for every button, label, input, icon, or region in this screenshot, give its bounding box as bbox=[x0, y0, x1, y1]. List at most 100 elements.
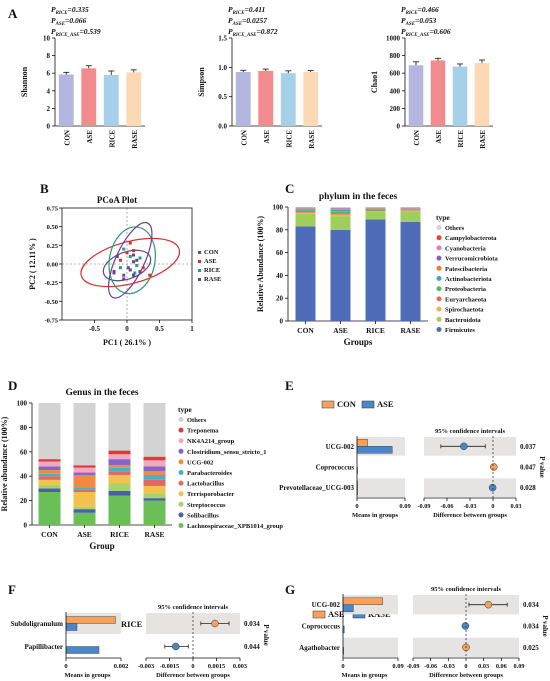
ebar-diff-tick-label-e: 0 bbox=[491, 503, 494, 510]
ebar-diff-tick-label-g: 0.09 bbox=[513, 663, 524, 670]
pcoa-legend-label: CON bbox=[204, 249, 219, 256]
pcoa-y-tick-label: 0.75 bbox=[47, 206, 59, 213]
ebar-category-e: UCG-002 bbox=[326, 443, 355, 451]
x-tick-label-a2: ASE bbox=[263, 130, 271, 144]
stats-a3-2: PRICE_ASE=0.606 bbox=[401, 27, 451, 38]
stacked-x-tick-label-c: RICE bbox=[366, 326, 385, 335]
stacked-y-tick-label-d: 0 bbox=[24, 522, 28, 530]
ebar-bar-g-ase bbox=[342, 597, 383, 605]
stacked-segment-d bbox=[38, 459, 61, 462]
stacked-legend-label-d: Treponema bbox=[187, 428, 219, 435]
stacked-segment-c bbox=[295, 207, 316, 208]
stacked-legend-marker-d bbox=[178, 501, 184, 507]
stacked-legend-label-c: Others bbox=[445, 225, 465, 232]
stacked-y-tick-label-d: 20 bbox=[20, 497, 28, 505]
stacked-legend-label-d: Clostridium_sensu_stricto_1 bbox=[187, 449, 266, 456]
stacked-segment-d bbox=[108, 403, 131, 451]
stacked-legend-marker-d bbox=[178, 448, 184, 454]
pcoa-x-tick-label: 0.5 bbox=[155, 325, 164, 333]
stacked-legend-label-c: Euryarchaeota bbox=[445, 296, 487, 303]
stacked-segment-d bbox=[143, 485, 166, 494]
stacked-legend-label-d: Others bbox=[187, 417, 207, 424]
stacked-x-label-d: Group bbox=[89, 541, 114, 551]
ebar-diff-tick-label-f: 0.0015 bbox=[208, 663, 225, 670]
y-axis-label-a3: Chao1 bbox=[370, 71, 379, 93]
stacked-legend-marker-d bbox=[178, 470, 184, 475]
ebar-means-tick-label-e: 0 bbox=[355, 503, 358, 510]
ebar-diff-point-e bbox=[488, 483, 497, 492]
ebar-bar-f-rice bbox=[65, 623, 78, 631]
ebar-diff-tick-label-g: -0.03 bbox=[442, 663, 455, 670]
stacked-legend-label-d: Solibacillus bbox=[187, 512, 219, 519]
ebar-bar-f-con bbox=[65, 616, 116, 624]
ebar-category-f: Subdoligranulum bbox=[10, 620, 63, 628]
stacked-y-tick-label-c: 60 bbox=[276, 249, 284, 257]
stacked-legend-label-d: UCG-002 bbox=[187, 459, 213, 466]
ebar-diff-point-e bbox=[490, 463, 498, 471]
ebar-ci-title-g: 95% confidence intervals bbox=[431, 586, 502, 593]
y-tick-label-a3: 400 bbox=[390, 87, 401, 95]
pcoa-ellipse-con bbox=[102, 249, 152, 282]
pcoa-point-con bbox=[132, 260, 135, 264]
ebar-bar-g-rase bbox=[342, 604, 354, 612]
pcoa-ellipse-rice bbox=[108, 226, 156, 295]
pcoa-point-rice bbox=[133, 271, 137, 275]
ebar-means-tick-label-f: 0 bbox=[64, 663, 67, 670]
ebar-means-tick-label-g: 0 bbox=[341, 663, 344, 670]
stacked-legend-marker-c bbox=[436, 306, 442, 312]
ebar-legend-label-e: ASE bbox=[377, 399, 394, 409]
stacked-legend-marker-c bbox=[436, 327, 442, 332]
ebar-category-f: Papillibacter bbox=[25, 643, 64, 651]
stacked-y-tick-label-c: 0 bbox=[280, 318, 284, 326]
x-tick-label-a1: RASE bbox=[131, 130, 139, 149]
ebar-diff-tick-label-g: -0.09 bbox=[406, 663, 419, 670]
pcoa-point-con bbox=[115, 255, 119, 259]
pcoa-point-rice bbox=[122, 247, 126, 251]
pcoa-legend-marker-rase bbox=[198, 278, 201, 281]
stacked-segment-d bbox=[73, 509, 96, 513]
stacked-segment-d bbox=[143, 466, 166, 472]
stacked-x-label-c: Groups bbox=[344, 337, 373, 347]
pcoa-point-con bbox=[138, 269, 142, 273]
ebar-diff-tick-label-g: 0.06 bbox=[496, 663, 507, 670]
ebar-p-value-g: 0.034 bbox=[523, 601, 539, 609]
stacked-segment-c bbox=[330, 213, 351, 215]
pcoa-point-ase bbox=[148, 273, 152, 277]
stats-a2-0: PRICE=0.411 bbox=[228, 5, 265, 16]
stacked-segment-d bbox=[108, 474, 131, 484]
ebar-p-value-f: 0.044 bbox=[244, 643, 260, 651]
stacked-segment-c bbox=[330, 214, 351, 217]
pcoa-y-tick-label: -0.75 bbox=[44, 318, 58, 325]
stats-a3-1: PASE=0.053 bbox=[401, 16, 436, 27]
ebar-category-e: Coprococcus bbox=[316, 464, 355, 472]
panel-label-f: F bbox=[8, 582, 16, 597]
ebar-legend-label-e: CON bbox=[337, 399, 357, 409]
stacked-segment-d bbox=[143, 479, 166, 486]
stacked-segment-c bbox=[365, 208, 386, 210]
stacked-segment-d bbox=[73, 403, 96, 466]
stacked-segment-d bbox=[38, 466, 61, 471]
stacked-legend-marker-d bbox=[178, 480, 184, 486]
ebar-diff-tick-label-f: -0.0015 bbox=[160, 663, 179, 670]
ebar-diff-tick-label-e: 0.03 bbox=[510, 503, 521, 510]
stacked-legend-marker-d bbox=[178, 438, 184, 444]
ebar-legend-label-f: RICE bbox=[121, 619, 143, 629]
ebar-category-e: Prevotellaceae_UCG-003 bbox=[279, 484, 354, 492]
stacked-segment-d bbox=[143, 474, 166, 480]
ebar-diff-point-f bbox=[211, 619, 219, 628]
pcoa-point-con bbox=[126, 266, 130, 270]
bar-a2-rase bbox=[303, 72, 319, 126]
stacked-segment-d bbox=[73, 474, 96, 488]
stacked-y-tick-label-c: 100 bbox=[273, 204, 284, 212]
stacked-x-tick-label-d: RASE bbox=[144, 530, 164, 539]
stacked-segment-c bbox=[330, 209, 351, 212]
ebar-p-label-e: P value bbox=[538, 456, 546, 478]
stacked-segment-d bbox=[38, 484, 61, 489]
stacked-segment-d bbox=[38, 479, 61, 485]
stacked-y-tick-label-d: 40 bbox=[20, 473, 28, 481]
stacked-segment-c bbox=[400, 210, 421, 212]
bar-a2-con bbox=[235, 72, 251, 126]
stacked-segment-d bbox=[143, 460, 166, 467]
ebar-bar-e-ase bbox=[356, 446, 393, 454]
stacked-x-tick-label-c: CON bbox=[297, 326, 314, 335]
